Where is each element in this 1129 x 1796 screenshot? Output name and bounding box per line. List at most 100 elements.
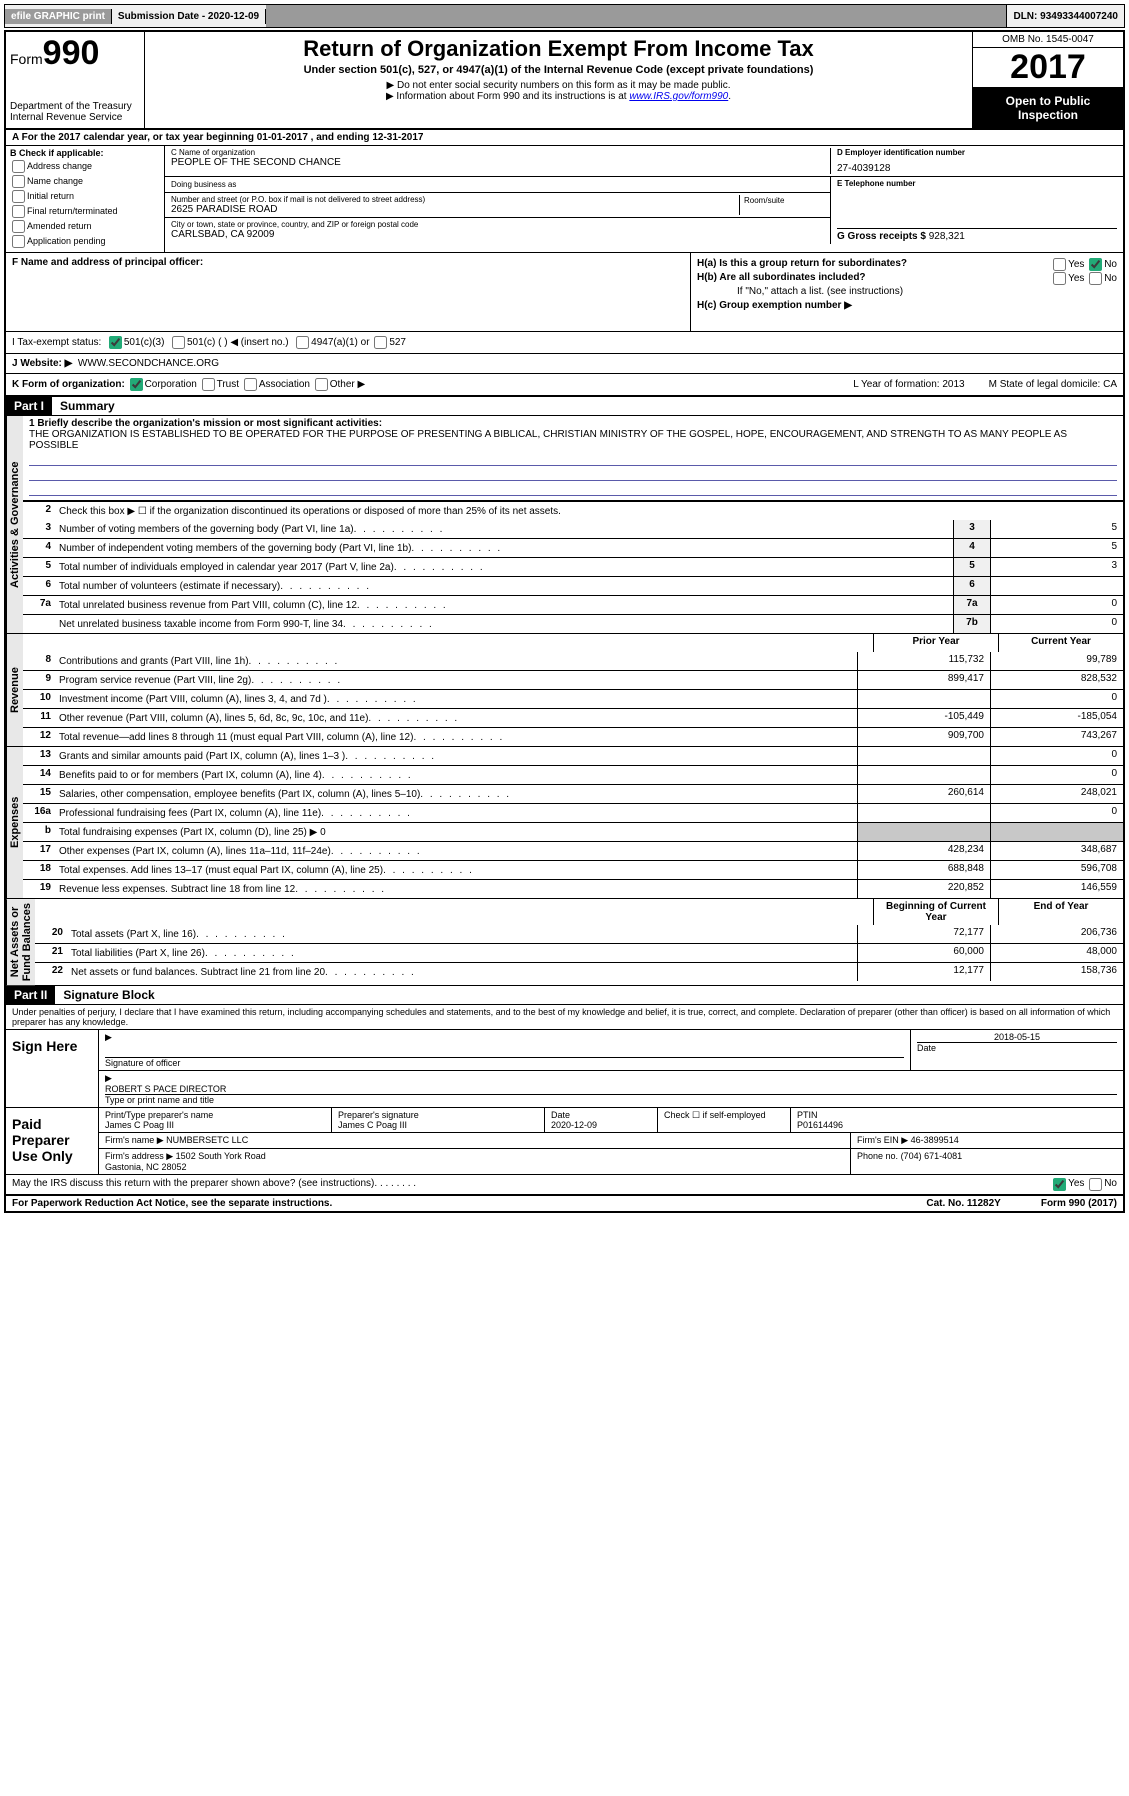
- prep-name-lbl: Print/Type preparer's name: [105, 1110, 325, 1120]
- ha-yes[interactable]: [1053, 258, 1066, 271]
- prep-sig: James C Poag III: [338, 1120, 538, 1130]
- chk-4947[interactable]: [296, 336, 309, 349]
- firm-ein: 46-3899514: [911, 1135, 959, 1145]
- ein-value: 27-4039128: [837, 163, 1117, 174]
- discuss-yes-lbl: Yes: [1068, 1178, 1084, 1191]
- tax-year: 2017: [973, 48, 1123, 88]
- chk-name-change[interactable]: [12, 175, 25, 188]
- city-label: City or town, state or province, country…: [171, 220, 824, 229]
- current-year-hdr: Current Year: [998, 634, 1123, 652]
- street-value: 2625 PARADISE ROAD: [171, 204, 739, 215]
- form-frame: Form990 Department of the Treasury Inter…: [4, 30, 1125, 1213]
- dept-treasury: Department of the Treasury Internal Reve…: [10, 101, 140, 123]
- lbl-4947: 4947(a)(1) or: [311, 337, 369, 348]
- form-number: 990: [43, 34, 100, 72]
- e-phone-label: E Telephone number: [837, 179, 1117, 188]
- part2-title: Signature Block: [55, 986, 162, 1004]
- form-subtitle: Under section 501(c), 527, or 4947(a)(1)…: [151, 64, 966, 76]
- chk-other[interactable]: [315, 378, 328, 391]
- c-name-label: C Name of organization: [171, 148, 830, 157]
- row-k-form-org: K Form of organization: Corporation Trus…: [6, 374, 1123, 397]
- row-i-tax-status: I Tax-exempt status: 501(c)(3) 501(c) ( …: [6, 332, 1123, 354]
- prep-sig-lbl: Preparer's signature: [338, 1110, 538, 1120]
- lbl-address-change: Address change: [27, 161, 92, 171]
- ha-no[interactable]: [1089, 258, 1102, 271]
- l1-label: 1 Briefly describe the organization's mi…: [29, 418, 382, 429]
- l-year-formation: L Year of formation: 2013: [853, 379, 964, 390]
- sig-date: 2018-05-15: [917, 1032, 1117, 1042]
- col-b-checkboxes: B Check if applicable: Address change Na…: [6, 146, 165, 252]
- phone-lbl: Phone no.: [857, 1151, 898, 1161]
- chk-corp[interactable]: [130, 378, 143, 391]
- part2-badge: Part II: [6, 986, 55, 1004]
- block-f-h: F Name and address of principal officer:…: [6, 253, 1123, 332]
- tab-expenses: Expenses: [6, 747, 23, 898]
- sign-here-label: Sign Here: [6, 1030, 99, 1107]
- dba-label: Doing business as: [171, 180, 236, 189]
- chk-initial-return[interactable]: [12, 190, 25, 203]
- chk-assoc[interactable]: [244, 378, 257, 391]
- discuss-no[interactable]: [1089, 1178, 1102, 1191]
- discuss-yes[interactable]: [1053, 1178, 1066, 1191]
- chk-final-return[interactable]: [12, 205, 25, 218]
- tab-net-assets: Net Assets or Fund Balances: [6, 899, 35, 985]
- phone: (704) 671-4081: [901, 1151, 963, 1161]
- lbl-initial-return: Initial return: [27, 191, 74, 201]
- pra-notice: For Paperwork Reduction Act Notice, see …: [12, 1198, 332, 1209]
- lbl-final-return: Final return/terminated: [27, 206, 118, 216]
- d-ein-label: D Employer identification number: [837, 148, 1117, 157]
- hb-no[interactable]: [1089, 272, 1102, 285]
- l2-text: Check this box ▶ ☐ if the organization d…: [55, 502, 1123, 520]
- lbl-pending: Application pending: [27, 236, 106, 246]
- chk-amended[interactable]: [12, 220, 25, 233]
- sign-here-block: Sign Here Signature of officer 2018-05-1…: [6, 1030, 1123, 1108]
- chk-trust[interactable]: [202, 378, 215, 391]
- paid-preparer-label: Paid Preparer Use Only: [6, 1108, 99, 1174]
- row-a-tax-year: A For the 2017 calendar year, or tax yea…: [6, 130, 1123, 146]
- f-label: F Name and address of principal officer:: [12, 257, 203, 268]
- lbl-corp: Corporation: [145, 379, 197, 390]
- tab-governance: Activities & Governance: [6, 416, 23, 633]
- b-label: B Check if applicable:: [10, 148, 160, 158]
- note-ssn: ▶ Do not enter social security numbers o…: [151, 80, 966, 91]
- sig-officer-lbl: Signature of officer: [105, 1057, 904, 1068]
- ptin-lbl: PTIN: [797, 1110, 1117, 1120]
- chk-501c[interactable]: [172, 336, 185, 349]
- website-value: WWW.SECONDCHANCE.ORG: [78, 358, 219, 369]
- note-info-pre: ▶ Information about Form 990 and its ins…: [386, 91, 629, 102]
- j-label: J Website: ▶: [12, 358, 72, 369]
- discuss-text: May the IRS discuss this return with the…: [12, 1178, 374, 1191]
- efile-print-button[interactable]: efile GRAPHIC print: [5, 9, 112, 24]
- chk-address-change[interactable]: [12, 160, 25, 173]
- part2-header: Part II Signature Block: [6, 986, 1123, 1005]
- hb-yes[interactable]: [1053, 272, 1066, 285]
- open-to-public: Open to Public Inspection: [973, 88, 1123, 128]
- irs-link[interactable]: www.IRS.gov/form990: [629, 91, 728, 102]
- footer: For Paperwork Reduction Act Notice, see …: [6, 1196, 1123, 1211]
- city-value: CARLSBAD, CA 92009: [171, 229, 824, 240]
- header-right: OMB No. 1545-0047 2017 Open to Public In…: [973, 32, 1123, 128]
- k-label: K Form of organization:: [12, 379, 125, 390]
- block-b-through-g: B Check if applicable: Address change Na…: [6, 146, 1123, 253]
- hc-label: H(c) Group exemption number ▶: [697, 300, 852, 311]
- dln: DLN: 93493344007240: [1007, 9, 1124, 24]
- cat-no: Cat. No. 11282Y: [926, 1198, 1000, 1209]
- hb-no-lbl: No: [1104, 273, 1117, 284]
- officer-name: ROBERT S PACE DIRECTOR: [105, 1084, 1117, 1094]
- m-state-domicile: M State of legal domicile: CA: [989, 379, 1117, 390]
- lbl-501c: 501(c) ( ) ◀ (insert no.): [187, 337, 289, 348]
- chk-pending[interactable]: [12, 235, 25, 248]
- omb-number: OMB No. 1545-0047: [973, 32, 1123, 48]
- paid-preparer-block: Paid Preparer Use Only Print/Type prepar…: [6, 1108, 1123, 1175]
- lbl-trust: Trust: [217, 379, 239, 390]
- section-expenses: Expenses 13Grants and similar amounts pa…: [6, 747, 1123, 899]
- prep-name: James C Poag III: [105, 1120, 325, 1130]
- chk-527[interactable]: [374, 336, 387, 349]
- lbl-assoc: Association: [259, 379, 310, 390]
- header-middle: Return of Organization Exempt From Incom…: [145, 32, 973, 128]
- firm-name-lbl: Firm's name ▶: [105, 1135, 164, 1145]
- chk-501c3[interactable]: [109, 336, 122, 349]
- sig-date-lbl: Date: [917, 1042, 1117, 1053]
- part1-header: Part I Summary: [6, 397, 1123, 416]
- g-gross-label: G Gross receipts $: [837, 231, 926, 242]
